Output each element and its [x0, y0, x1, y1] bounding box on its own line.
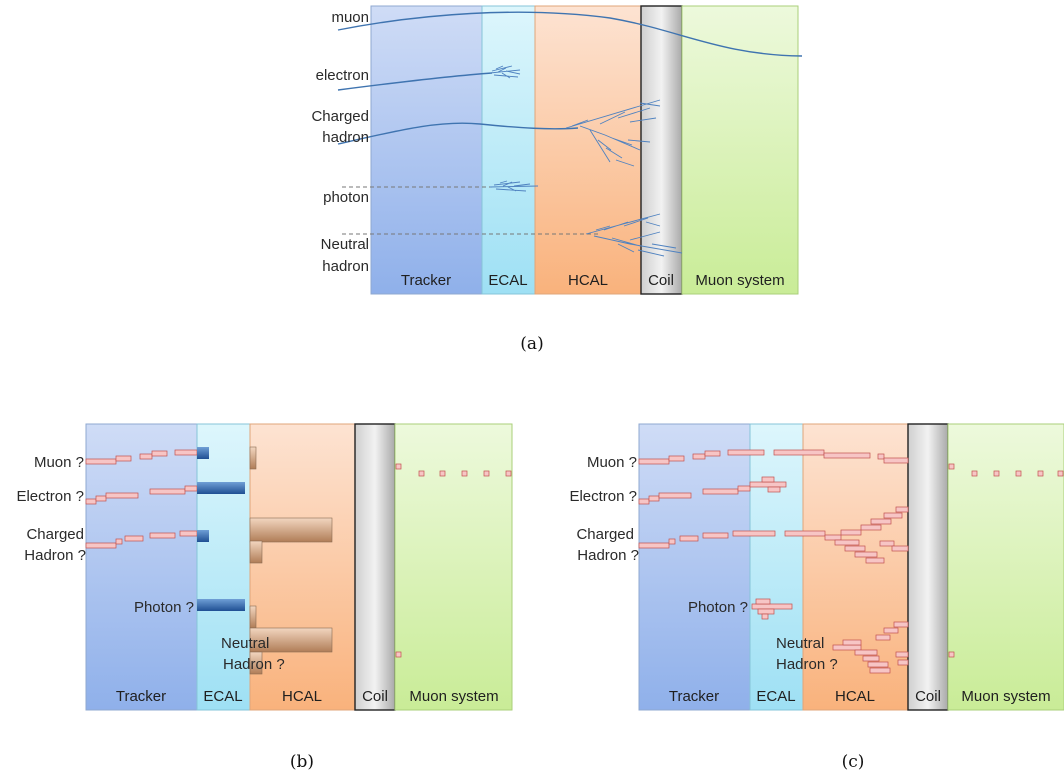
coil-layer: [907, 423, 949, 711]
tracker-layer: [638, 423, 751, 711]
layer-label-coil: Coil: [362, 688, 388, 705]
label-neutral-hadron: Hadron ?: [223, 656, 285, 673]
label-electron: electron: [316, 67, 369, 84]
ecal-deposit-muon: [197, 447, 209, 459]
layer-label-tracker: Tracker: [401, 272, 451, 289]
caption-c: (c): [842, 752, 865, 772]
charged-hadron-shower: [565, 99, 661, 167]
tracker-hits: [85, 449, 198, 549]
ecal-deposit-electron: [197, 482, 245, 494]
layer-label-coil: Coil: [915, 688, 941, 705]
label-neutral-hadron: Hadron ?: [776, 656, 838, 673]
coil-layer: [640, 5, 683, 295]
hcal-deposit-charged-hadron-low: [249, 540, 263, 564]
layer-label-hcal: HCAL: [835, 688, 875, 705]
label-electron: Electron ?: [569, 488, 637, 505]
label-photon: Photon ?: [688, 599, 748, 616]
label-muon: Muon ?: [34, 454, 84, 471]
ecal-layer: [196, 423, 251, 711]
electron-track: [337, 72, 493, 91]
layer-label-muon-system: Muon system: [409, 688, 498, 705]
label-neutral: Neutral: [321, 236, 369, 253]
layer-label-ecal: ECAL: [488, 272, 527, 289]
layer-label-tracker: Tracker: [669, 688, 719, 705]
label-muon: muon: [331, 9, 369, 26]
muon-system-layer: [394, 423, 513, 711]
label-muon: Muon ?: [587, 454, 637, 471]
hcal-layer: [802, 423, 909, 711]
hcal-deposit-charged-hadron: [249, 517, 333, 543]
muon-system-layer: [947, 423, 1064, 711]
ecal-deposit-charged-hadron: [197, 530, 209, 542]
neutral-hadron-shower: [585, 213, 683, 257]
label-charged: Charged: [311, 108, 369, 125]
caption-a: (a): [520, 334, 543, 354]
layer-label-coil: Coil: [648, 272, 674, 289]
muon-system-hits: [395, 463, 512, 658]
hcal-deposit-neutral-hadron: [249, 605, 257, 629]
layer-label-tracker: Tracker: [116, 688, 166, 705]
panel-b: Muon ? Electron ? Charged Hadron ? Photo…: [16, 423, 513, 772]
label-neutral: Neutral: [776, 635, 824, 652]
label-charged: Charged: [576, 526, 634, 543]
label-charged: Charged: [26, 526, 84, 543]
label-charged-hadron: Hadron ?: [24, 547, 86, 564]
calorimeter-hits: [638, 449, 909, 674]
label-charged-hadron: Hadron ?: [577, 547, 639, 564]
hcal-deposit-neutral-hadron-low: [249, 651, 263, 675]
ecal-layer: [481, 5, 536, 295]
label-photon: photon: [323, 189, 369, 206]
caption-b: (b): [290, 752, 314, 772]
muon-track: [337, 11, 803, 57]
ecal-layer: [749, 423, 804, 711]
label-neutral: Neutral: [221, 635, 269, 652]
hcal-layer: [534, 5, 642, 295]
layer-label-muon-system: Muon system: [961, 688, 1050, 705]
electron-shower: [489, 65, 521, 79]
layer-label-hcal: HCAL: [282, 688, 322, 705]
label-electron: Electron ?: [16, 488, 84, 505]
label-photon: Photon ?: [134, 599, 194, 616]
label-neutral-hadron: hadron: [322, 258, 369, 275]
layer-label-muon-system: Muon system: [695, 272, 784, 289]
muon-system-layer: [681, 5, 799, 295]
charged-hadron-track: [337, 122, 579, 145]
hcal-deposit-neutral-hadron-main: [249, 627, 333, 653]
layer-label-ecal: ECAL: [756, 688, 795, 705]
coil-layer: [354, 423, 396, 711]
layer-label-hcal: HCAL: [568, 272, 608, 289]
muon-system-hits: [948, 463, 1064, 658]
layer-label-ecal: ECAL: [203, 688, 242, 705]
photon-shower: [489, 180, 539, 192]
hcal-deposit-muon: [249, 446, 257, 470]
label-hadron: hadron: [322, 129, 369, 146]
ecal-deposit-photon: [197, 599, 245, 611]
panel-c: Muon ? Electron ? Charged Hadron ? Photo…: [569, 423, 1064, 772]
tracker-layer: [370, 5, 483, 295]
tracker-layer: [85, 423, 198, 711]
panel-a: muon electron Charged hadron photon Neut…: [311, 5, 803, 354]
